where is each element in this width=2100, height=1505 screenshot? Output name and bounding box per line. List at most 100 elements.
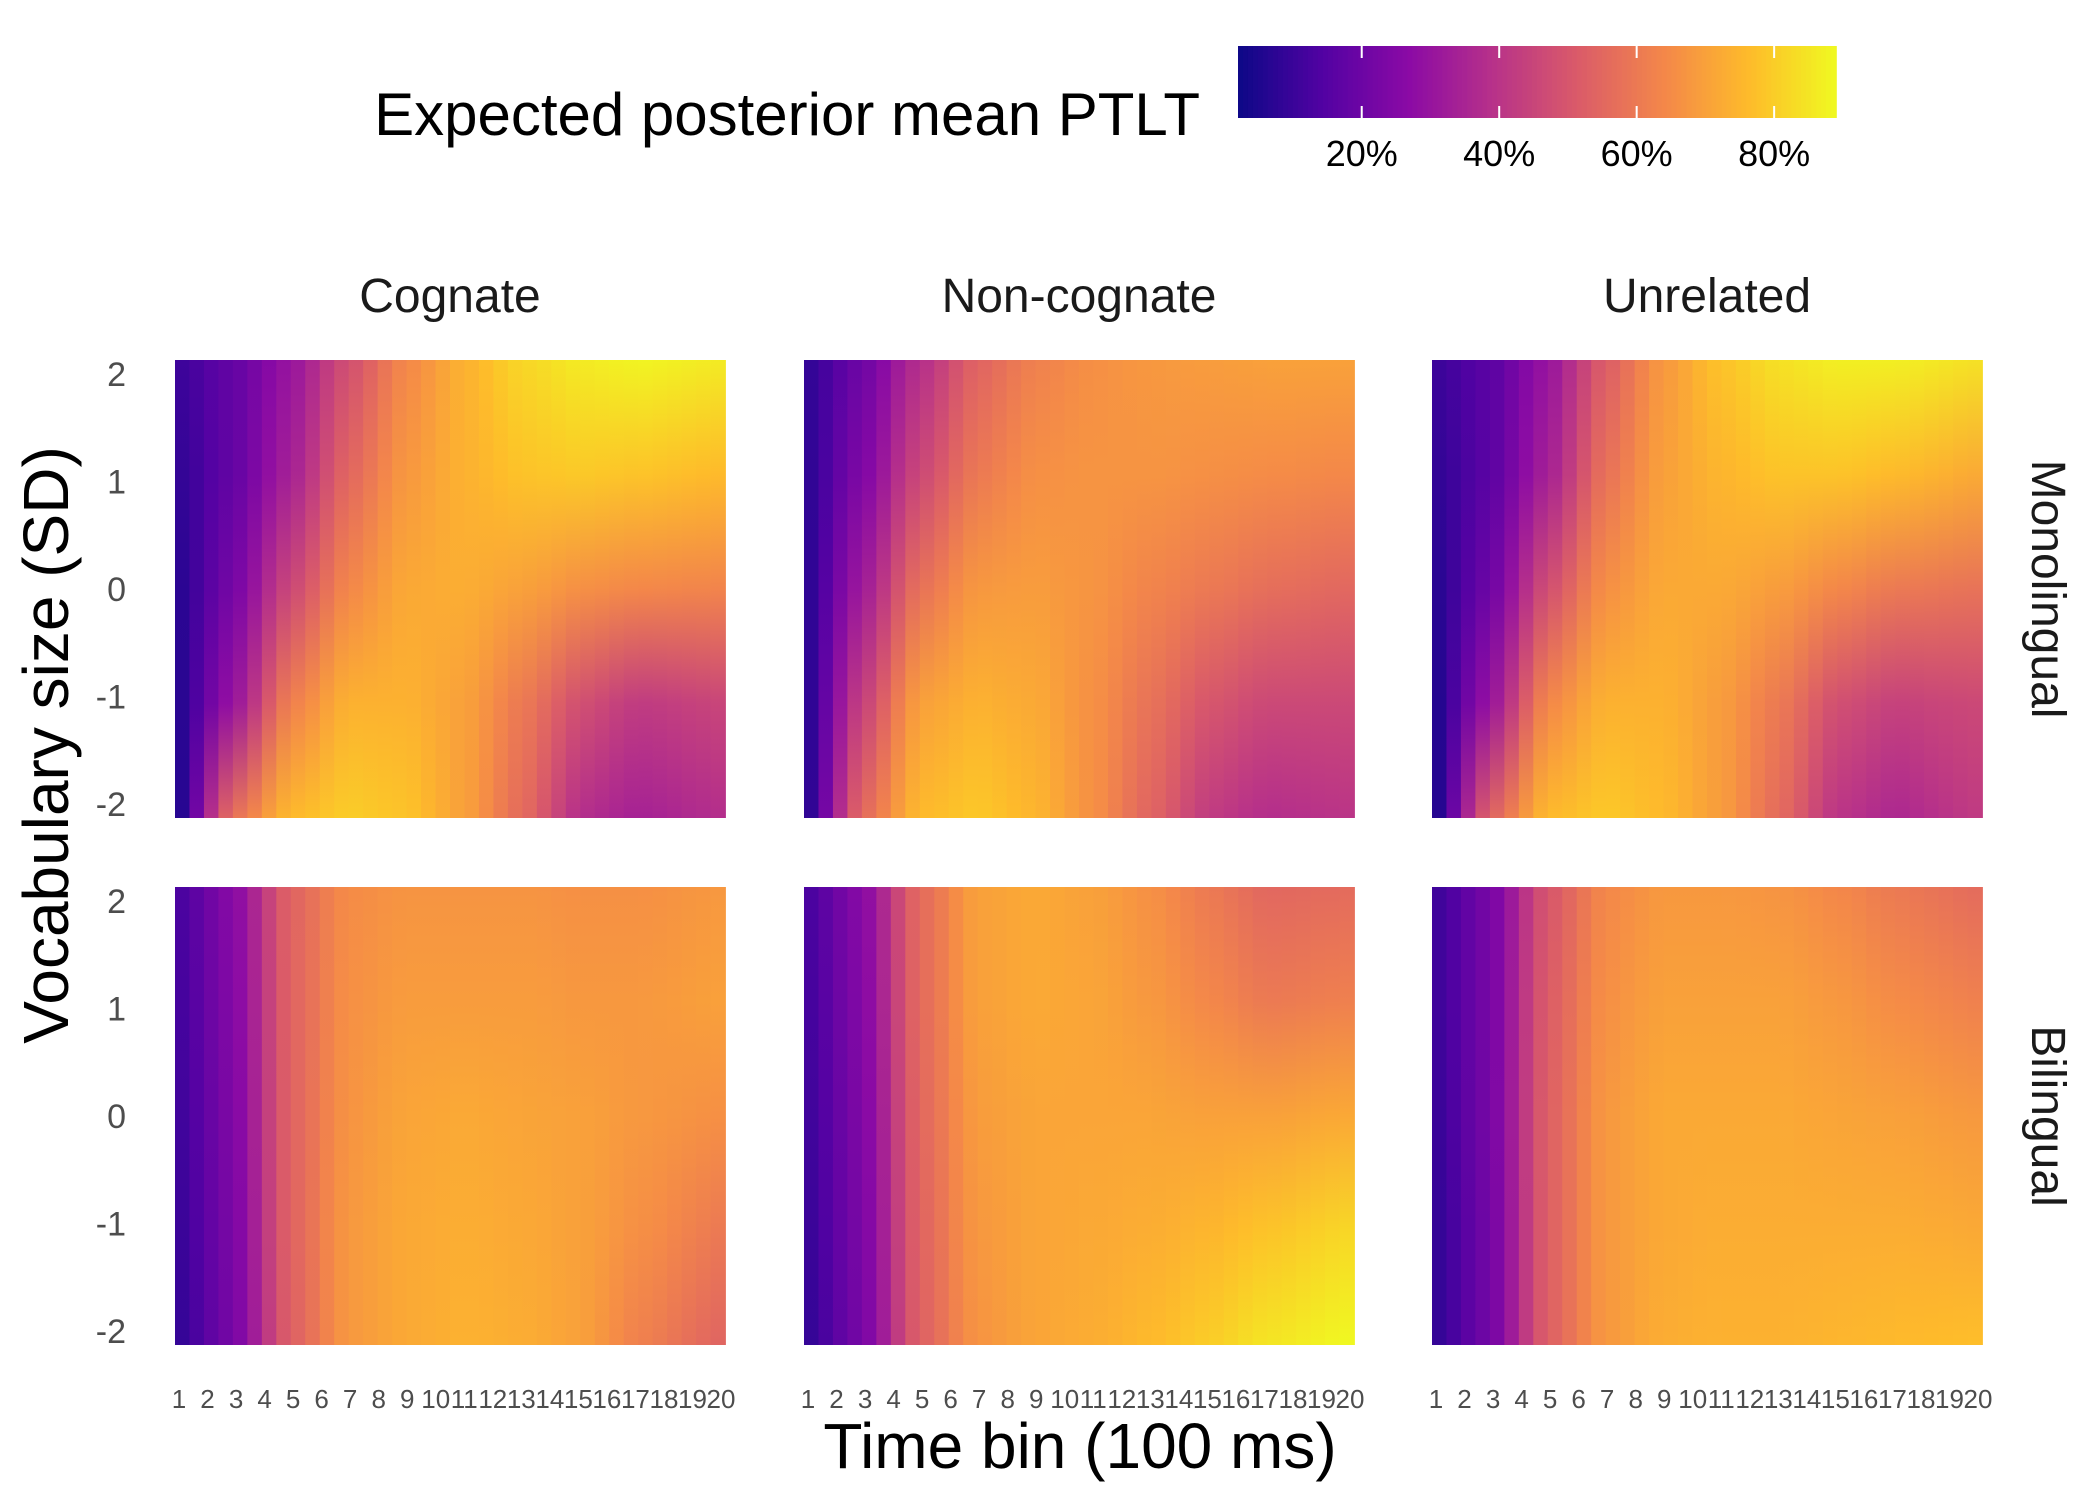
heatmap-band (1533, 360, 1549, 818)
heatmap-band (832, 887, 849, 1345)
heatmap-band (1822, 887, 1839, 1345)
heatmap-band (377, 887, 393, 1345)
heatmap-band (1223, 360, 1240, 818)
heatmap-band (464, 887, 480, 1345)
heatmap-band (1296, 360, 1312, 818)
heatmap-band (1107, 887, 1124, 1345)
heatmap-band (551, 360, 567, 818)
legend-color-step (1252, 46, 1259, 118)
heatmap-band (1180, 360, 1196, 818)
heatmap-band (1151, 887, 1167, 1345)
legend-color-step (1517, 46, 1523, 118)
heatmap-band (681, 360, 697, 818)
x-tick-label: 4 (886, 1384, 900, 1414)
x-tick-label: 4 (257, 1384, 271, 1414)
heatmap-band (247, 887, 263, 1345)
heatmap-band (1605, 360, 1622, 818)
legend-color-step (1651, 46, 1658, 118)
heatmap-band (1475, 887, 1491, 1345)
x-tick-label: 1 (801, 1384, 815, 1414)
legend-color-step (1407, 46, 1414, 118)
legend-color-step (1706, 46, 1713, 118)
heatmap-band (652, 887, 668, 1345)
heatmap-panel (1432, 360, 1983, 818)
heatmap-band (1750, 887, 1766, 1345)
x-tick-label: 10 (1050, 1384, 1079, 1414)
legend-color-step (1776, 46, 1782, 118)
heatmap-band (392, 360, 408, 818)
heatmap-band (1432, 887, 1448, 1345)
color-legend: 20% 40% 60% 80% (1238, 46, 1837, 174)
legend-color-step (1457, 46, 1464, 118)
x-tick-label: 14 (1164, 1384, 1193, 1414)
x-tick-label: 17 (1878, 1384, 1907, 1414)
heatmap-panel (804, 360, 1355, 818)
facet-row-label: Bilingual (2021, 1025, 2074, 1206)
legend-color-step (1322, 46, 1329, 118)
heatmap-band (203, 887, 220, 1345)
legend-color-step (1711, 46, 1718, 118)
legend-color-step (1272, 46, 1279, 118)
x-tick-label: 18 (649, 1384, 678, 1414)
heatmap-band (464, 360, 480, 818)
heatmap-band (1576, 360, 1593, 818)
heatmap-band (1663, 360, 1679, 818)
heatmap-band (1460, 360, 1477, 818)
heatmap-band (1180, 887, 1196, 1345)
heatmap-band (977, 360, 994, 818)
x-tick-label: 6 (314, 1384, 328, 1414)
heatmap-band (1562, 360, 1578, 818)
heatmap-band (580, 887, 596, 1345)
x-tick-label: 13 (1136, 1384, 1165, 1414)
legend-color-step (1661, 46, 1668, 118)
heatmap-panel: 2 1 0 -1 -2 (96, 356, 726, 824)
y-tick-label: 0 (107, 1098, 126, 1136)
legend-color-step (1537, 46, 1543, 118)
heatmap-band (1764, 887, 1781, 1345)
heatmap-band (261, 360, 278, 818)
heatmap-band (175, 887, 191, 1345)
legend-color-step (1656, 46, 1663, 118)
heatmap-band (1967, 360, 1983, 818)
heatmap-band (1663, 887, 1679, 1345)
heatmap-band (305, 887, 321, 1345)
legend-color-step (1811, 46, 1817, 118)
heatmap-band (276, 360, 292, 818)
x-tick-label: 5 (286, 1384, 300, 1414)
legend-color-step (1771, 46, 1777, 118)
heatmap-band (710, 887, 726, 1345)
heatmap-band (1591, 887, 1607, 1345)
legend-color-step (1766, 46, 1773, 118)
x-tick-label: 11 (1080, 1384, 1107, 1414)
heatmap-band (421, 360, 437, 818)
heatmap-band (1895, 360, 1911, 818)
heatmap-band (493, 360, 509, 818)
legend-color-step (1512, 46, 1518, 118)
x-tick-label: 2 (200, 1384, 214, 1414)
heatmap-band (890, 360, 907, 818)
heatmap-band (1079, 887, 1095, 1345)
legend-color-step (1566, 46, 1573, 118)
heatmap-band (406, 360, 422, 818)
heatmap-band (1909, 360, 1925, 818)
legend-color-step (1611, 46, 1618, 118)
legend-color-step (1586, 46, 1593, 118)
legend-color-step (1601, 46, 1608, 118)
heatmap-band (1562, 887, 1578, 1345)
x-tick-label: 17 (621, 1384, 650, 1414)
x-tick-label: 8 (371, 1384, 385, 1414)
heatmap-band (1707, 360, 1723, 818)
heatmap-band (594, 887, 611, 1345)
legend-color-step (1686, 46, 1693, 118)
heatmap-band (1504, 887, 1520, 1345)
heatmap-band (435, 360, 451, 818)
x-tick-label: 20 (1964, 1384, 1993, 1414)
x-tick-label: 8 (1000, 1384, 1014, 1414)
heatmap-band (1721, 360, 1737, 818)
heatmap-band (1021, 360, 1037, 818)
x-tick-label: 14 (535, 1384, 564, 1414)
heatmap-band (290, 887, 307, 1345)
x-tick-label: 3 (858, 1384, 872, 1414)
x-tick-label: 4 (1514, 1384, 1528, 1414)
x-tick-label: 10 (1678, 1384, 1707, 1414)
